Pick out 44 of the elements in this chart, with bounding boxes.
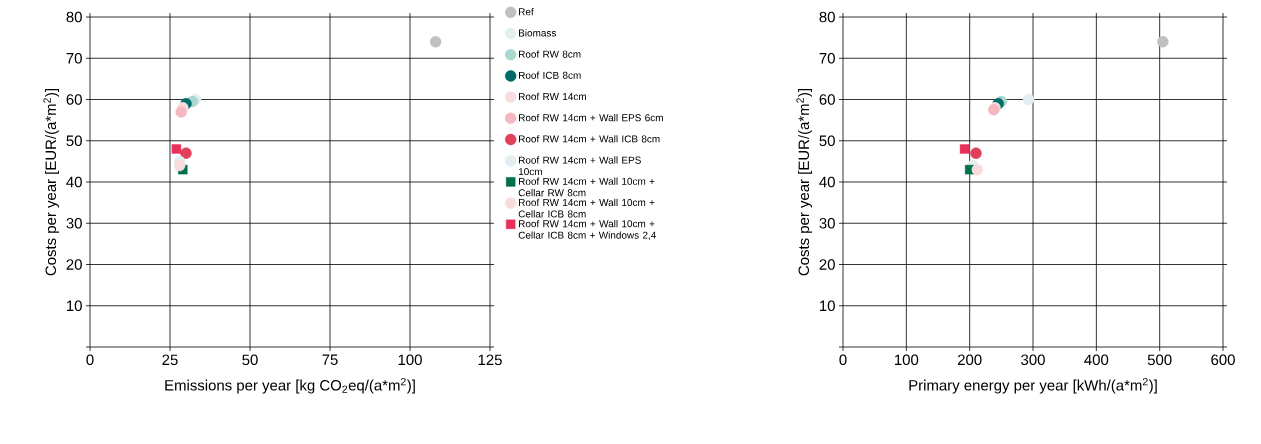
y-tick-label: 80: [819, 11, 835, 23]
y-tick-label: 70: [66, 52, 82, 64]
y-tick-label: 60: [819, 94, 835, 105]
x-tick-label: 100: [895, 354, 919, 366]
legend-label: Roof RW 14cm + Wall ICB 8cm: [519, 135, 660, 143]
legend-label: Roof RW 14cm + Wall EPS 6cm: [519, 113, 663, 122]
x-tick-label: 125: [478, 354, 502, 366]
y-tick-label: 30: [66, 217, 82, 229]
legend-label: Roof RW 14cm + Wall EPS 10cm: [518, 156, 641, 176]
legend-label: Roof RW 14cm + Wall 10cm + Cellar RW 8cm: [518, 177, 655, 197]
y-tick-label: 20: [819, 259, 835, 270]
x-tick-label: 600: [1211, 354, 1235, 366]
legend-label: Roof RW 14cm + Wall 10cm + Cellar ICB 8cm: [518, 198, 655, 218]
y-tick-label: 20: [66, 259, 82, 270]
x-axis-title: Emissions per year [kg CO$_{2}$eq/(a*m$^{2}$)]: [165, 377, 415, 394]
legend-label: Biomass: [519, 29, 557, 37]
y-axis-title: Costs per year [EUR/(a*m$^{2}$)]: [43, 88, 60, 276]
y-tick-label: 40: [66, 176, 82, 188]
x-tick-label: 25: [162, 354, 178, 366]
x-tick-label: 50: [242, 354, 258, 366]
y-axis-title: Costs per year [EUR/(a*m$^{2}$)]: [796, 88, 813, 276]
legend-label: Roof ICB 8cm: [519, 71, 581, 79]
x-axis-title: Primary energy per year [kWh/(a*m$^{2}$)]: [909, 377, 1157, 394]
y-tick-label: 70: [819, 52, 835, 64]
y-tick-label: 10: [820, 300, 835, 312]
legend-label: Roof RW 8cm: [519, 50, 581, 58]
x-tick-label: 200: [957, 354, 982, 366]
x-tick-label: 300: [1021, 354, 1045, 366]
legend-label: Roof RW 14cm + Wall 10cm + Cellar ICB 8cm + Windows 2,4: [518, 219, 657, 240]
legend-label: Ref: [519, 7, 534, 16]
y-tick-label: 50: [819, 135, 835, 147]
legend-label: Roof RW 14cm: [519, 92, 586, 101]
y-tick-label: 10: [67, 300, 82, 312]
y-tick-label: 50: [66, 135, 82, 147]
x-tick-label: 500: [1147, 354, 1172, 366]
y-tick-label: 30: [819, 217, 835, 229]
x-tick-label: 0: [839, 354, 847, 366]
x-tick-label: 75: [322, 354, 338, 365]
y-tick-label: 60: [66, 94, 82, 105]
y-tick-label: 80: [66, 11, 82, 23]
y-tick-label: 40: [819, 176, 835, 188]
x-tick-label: 100: [398, 354, 422, 366]
x-tick-label: 400: [1084, 354, 1109, 366]
x-tick-label: 0: [86, 354, 94, 366]
